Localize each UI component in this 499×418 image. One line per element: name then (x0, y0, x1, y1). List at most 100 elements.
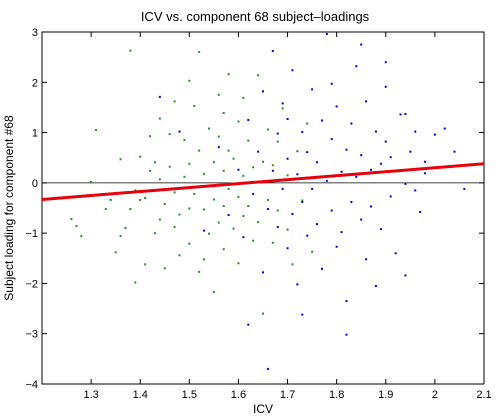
point-green (242, 96, 245, 99)
point-blue (370, 168, 373, 171)
point-green (252, 239, 255, 242)
point-blue (320, 267, 323, 270)
point-green (188, 242, 191, 245)
point-green (173, 226, 176, 229)
point-green (198, 270, 201, 273)
point-blue (306, 151, 309, 154)
x-tick-label: 1.4 (133, 389, 148, 401)
point-blue (301, 131, 304, 134)
point-blue (443, 127, 446, 130)
y-tick-label: −3 (25, 329, 38, 341)
point-green (188, 162, 191, 165)
point-green (163, 267, 166, 270)
y-tick-label: −1 (25, 228, 38, 240)
point-green (139, 155, 142, 158)
point-green (188, 207, 191, 210)
x-tick-label: 1.7 (280, 389, 295, 401)
point-blue (291, 69, 294, 72)
point-green (158, 218, 161, 221)
point-blue (330, 82, 333, 85)
point-blue (335, 245, 338, 248)
point-green (291, 263, 294, 266)
point-blue (404, 274, 407, 277)
point-green (227, 187, 230, 190)
point-blue (433, 133, 436, 136)
point-blue (296, 283, 299, 286)
x-axis-label: ICV (253, 402, 273, 416)
point-green (144, 196, 147, 199)
data-points (70, 33, 466, 370)
point-green (158, 117, 161, 120)
point-green (217, 221, 220, 224)
point-green (129, 49, 132, 52)
point-blue (286, 117, 289, 120)
point-green (134, 189, 137, 192)
point-green (262, 312, 264, 315)
point-blue (271, 169, 274, 172)
point-blue (374, 284, 377, 287)
point-green (183, 175, 186, 178)
plot-area (41, 31, 485, 385)
x-tick-label: 1.9 (378, 389, 393, 401)
point-blue (463, 187, 466, 190)
point-blue (404, 112, 407, 115)
point-blue (330, 138, 333, 141)
point-blue (158, 95, 161, 98)
point-green (271, 241, 274, 244)
plot-frame (41, 31, 485, 385)
point-green (109, 198, 112, 201)
point-green (75, 225, 78, 228)
chart-title: ICV vs. component 68 subject–loadings (141, 9, 370, 24)
point-green (286, 174, 289, 177)
point-green (227, 149, 230, 152)
point-green (188, 79, 191, 82)
x-tick-label: 2.1 (476, 389, 491, 401)
point-green (266, 198, 269, 201)
point-green (217, 93, 220, 96)
point-blue (374, 130, 377, 133)
point-green (173, 100, 176, 103)
point-green (114, 251, 117, 254)
x-tick-label: 1.5 (182, 389, 197, 401)
x-tick-label: 1.8 (329, 389, 344, 401)
point-blue (345, 148, 348, 151)
y-tick-label: 1 (32, 128, 38, 140)
point-blue (370, 205, 373, 208)
point-green (149, 135, 152, 138)
point-green (286, 228, 289, 231)
point-green (276, 140, 279, 143)
point-green (139, 198, 142, 201)
point-blue (311, 88, 314, 91)
point-blue (345, 333, 348, 336)
point-blue (276, 226, 279, 229)
point-green (232, 157, 235, 160)
point-blue (340, 170, 343, 173)
point-blue (355, 175, 358, 178)
point-blue (365, 258, 368, 261)
point-blue (389, 156, 392, 159)
point-green (129, 208, 132, 211)
point-blue (301, 200, 304, 203)
point-blue (306, 234, 309, 237)
point-green (212, 161, 215, 164)
point-green (119, 235, 122, 238)
point-blue (203, 229, 206, 232)
point-green (222, 169, 225, 172)
point-green (163, 202, 166, 205)
point-green (222, 204, 225, 207)
point-blue (316, 223, 319, 226)
point-blue (252, 192, 255, 195)
point-green (212, 290, 215, 293)
point-green (262, 160, 264, 163)
point-blue (419, 211, 422, 214)
point-blue (242, 236, 245, 239)
point-green (217, 135, 220, 138)
point-blue (311, 187, 314, 190)
point-blue (394, 252, 397, 255)
point-blue (414, 130, 417, 133)
point-green (90, 180, 93, 183)
point-green (222, 248, 225, 251)
point-green (70, 218, 73, 221)
point-green (207, 127, 210, 130)
